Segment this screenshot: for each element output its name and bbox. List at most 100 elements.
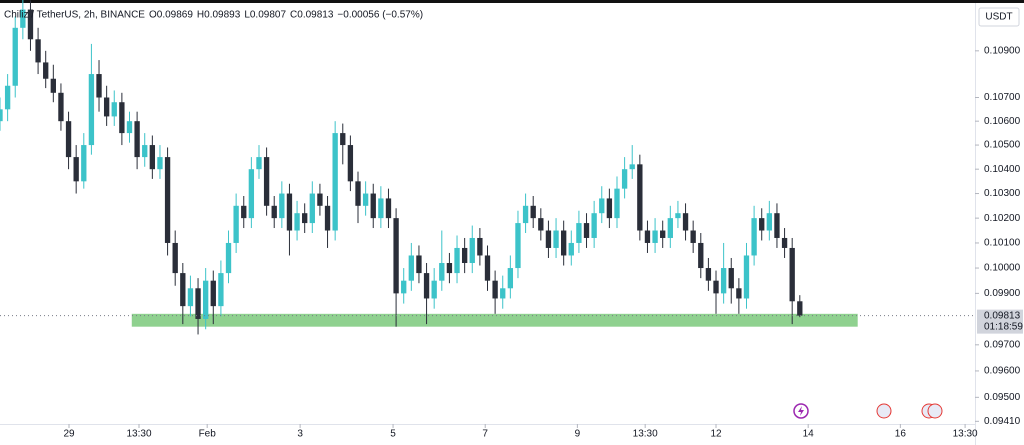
candle-body bbox=[362, 193, 369, 206]
candle-body bbox=[743, 255, 750, 299]
candle-body bbox=[309, 193, 315, 224]
candle-body bbox=[12, 27, 18, 86]
ohlc-field: L bbox=[244, 10, 250, 21]
countdown: 01:18:59 bbox=[984, 321, 1023, 332]
x-tick-label: 3 bbox=[297, 429, 303, 440]
y-tick-label: 0.10000 bbox=[984, 263, 1021, 274]
candle-body bbox=[416, 255, 422, 274]
ohlc-field: H bbox=[197, 10, 204, 21]
candle-body bbox=[73, 157, 79, 182]
candle-body bbox=[545, 230, 552, 248]
candle-body bbox=[522, 205, 529, 224]
last-price-label: 0.09813 bbox=[984, 310, 1021, 321]
candle-body bbox=[431, 280, 437, 299]
candle-body bbox=[408, 255, 414, 281]
symbol: Chiliz / TetherUS, 2h, BINANCE bbox=[4, 10, 145, 21]
candle-body bbox=[279, 193, 285, 219]
event-flag[interactable] bbox=[876, 403, 892, 419]
top-bar bbox=[0, 0, 1024, 3]
y-tick-label: 0.10200 bbox=[984, 213, 1021, 224]
y-tick-label: 0.10100 bbox=[984, 238, 1021, 249]
y-tick-label: 0.10700 bbox=[984, 92, 1021, 103]
candle-body bbox=[50, 78, 56, 93]
candle-body bbox=[263, 157, 270, 206]
candle-body bbox=[20, 9, 26, 28]
event-flag[interactable] bbox=[927, 403, 943, 419]
candle-body bbox=[88, 74, 95, 146]
ohlc-field: C bbox=[290, 10, 297, 21]
candle-body bbox=[576, 223, 582, 243]
candle-body bbox=[286, 193, 293, 231]
candle-body bbox=[317, 193, 323, 206]
candle-body bbox=[233, 205, 239, 243]
candle-body bbox=[553, 230, 559, 248]
candle-body bbox=[4, 85, 11, 110]
candle-body bbox=[621, 169, 628, 189]
ohlc-value: 0.09893 bbox=[204, 10, 241, 21]
x-tick-label: 12 bbox=[710, 429, 722, 440]
candle-body bbox=[583, 223, 590, 238]
candle-body bbox=[119, 102, 125, 134]
candle-body bbox=[682, 213, 689, 231]
candle-body bbox=[614, 188, 620, 219]
candle-body bbox=[340, 133, 346, 146]
candle-body bbox=[164, 157, 171, 243]
candle-body bbox=[96, 74, 102, 98]
candle-body bbox=[766, 213, 773, 231]
candle-body bbox=[751, 218, 757, 256]
x-tick-label: 13:30 bbox=[953, 429, 978, 440]
x-tick-label: 16 bbox=[895, 429, 907, 440]
candle-body bbox=[210, 280, 216, 307]
y-tick-label: 0.09700 bbox=[984, 339, 1021, 350]
candle-body bbox=[652, 230, 658, 243]
candle-body bbox=[789, 247, 795, 302]
candle-body bbox=[0, 109, 3, 122]
candle-body bbox=[500, 288, 506, 299]
candle-body bbox=[705, 268, 712, 281]
x-tick-label: 29 bbox=[63, 429, 75, 440]
candle-body bbox=[599, 198, 605, 214]
candle-body bbox=[713, 280, 719, 294]
candle-body bbox=[393, 218, 399, 294]
candle-body bbox=[629, 164, 635, 170]
candle-body bbox=[484, 255, 491, 281]
candle-body bbox=[195, 288, 201, 319]
candle-body bbox=[606, 198, 613, 219]
x-tick-label: 14 bbox=[803, 429, 815, 440]
candle-body bbox=[507, 268, 514, 289]
candle-body bbox=[111, 102, 117, 117]
candle-body bbox=[720, 268, 727, 294]
candle-body bbox=[180, 273, 186, 307]
candle-body bbox=[294, 213, 300, 231]
event-icon[interactable] bbox=[793, 403, 809, 419]
candle-body bbox=[332, 133, 338, 231]
x-tick-label: 13:30 bbox=[126, 429, 151, 440]
candle-body bbox=[35, 39, 41, 63]
candle-body bbox=[241, 205, 247, 219]
candle-body bbox=[568, 242, 574, 256]
candle-body bbox=[43, 62, 49, 79]
candle-body bbox=[134, 121, 140, 158]
currency-box[interactable] bbox=[978, 7, 1020, 27]
candle-body bbox=[461, 247, 468, 264]
ohlc-field: O bbox=[149, 10, 157, 21]
candle-body bbox=[477, 237, 483, 256]
candle-body bbox=[302, 213, 308, 224]
candle-body bbox=[58, 92, 64, 122]
candle-body bbox=[324, 205, 331, 231]
y-tick-label: 0.09900 bbox=[984, 288, 1021, 299]
candle-body bbox=[187, 288, 194, 307]
ohlc-value: 0.09813 bbox=[297, 10, 334, 21]
y-tick-label: 0.10500 bbox=[984, 140, 1021, 151]
candle-body bbox=[256, 157, 262, 170]
candle-body bbox=[637, 164, 643, 231]
candle-body bbox=[675, 213, 681, 219]
candle-body bbox=[446, 263, 453, 274]
y-tick-label: 0.10600 bbox=[984, 116, 1021, 127]
candle-body bbox=[667, 218, 673, 238]
candle-body bbox=[103, 97, 110, 117]
y-tick-label: 0.09600 bbox=[984, 366, 1021, 377]
y-tick-label: 0.09410 bbox=[984, 416, 1021, 427]
candle-body bbox=[65, 121, 72, 158]
